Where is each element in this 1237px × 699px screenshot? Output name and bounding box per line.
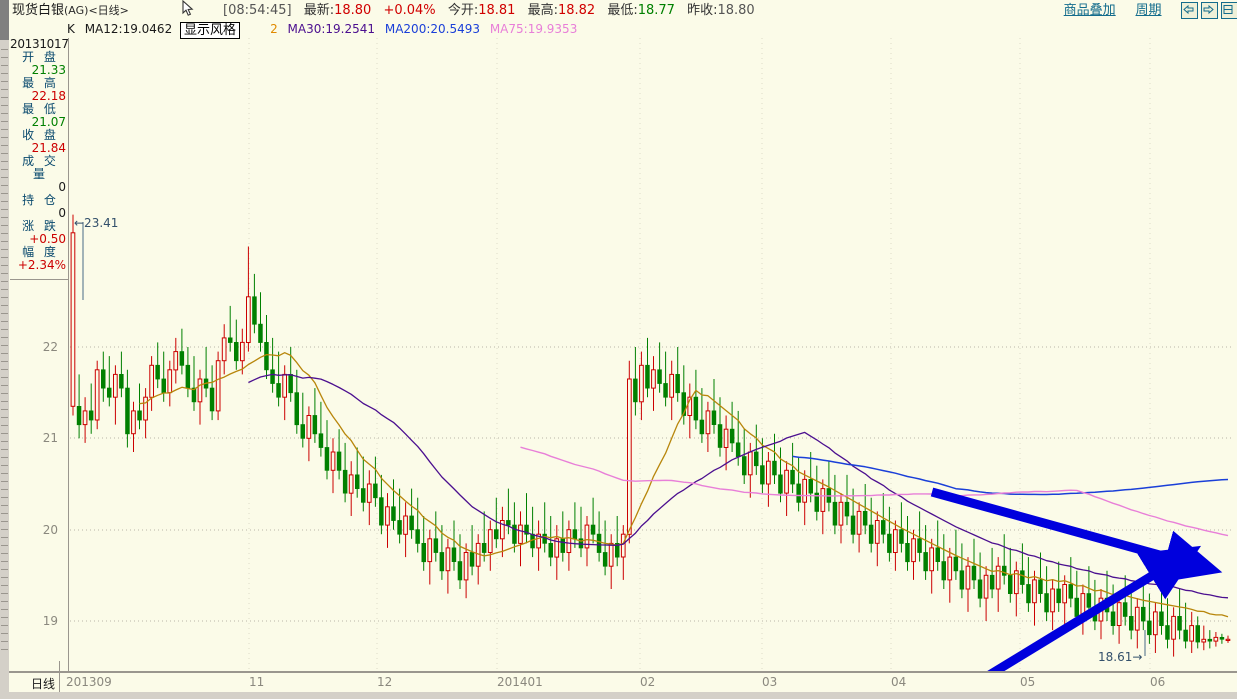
legend-ma5: 2 [270, 22, 278, 36]
change-pct: +0.04% [383, 3, 436, 18]
info-label: 最 低 [22, 102, 59, 116]
symbol-period: <日线> [88, 4, 129, 17]
info-value: 0 [58, 206, 66, 220]
legend-ma200: MA200:20.5493 [384, 22, 480, 36]
symbol-name: 现货白银 [12, 3, 65, 18]
scrollbar-thumb[interactable] [0, 0, 9, 40]
y-tick-label: 22 [42, 340, 58, 354]
bottom-strip [0, 692, 1237, 699]
open-value: 18.81 [478, 3, 516, 18]
y-tick-label: 19 [42, 614, 58, 628]
x-axis-line [9, 671, 1237, 672]
symbol-code: (AG) [64, 4, 89, 17]
info-value: 21.33 [31, 63, 66, 77]
x-tick-label: 12 [377, 675, 393, 689]
ohlc-info-panel: 20131017 开 盘 21.33 最 高 22.18 最 低 21.07 收 盘 21.8… [10, 38, 69, 278]
legend-k: K [67, 22, 75, 36]
price-axis-line [68, 38, 69, 672]
info-label: 开 盘 [22, 50, 59, 64]
prevclose-value: 18.80 [717, 3, 755, 18]
x-tick-label: 201401 [497, 675, 543, 689]
info-row: 最 高 22.18 [10, 77, 68, 103]
info-label: 成 交 量 [22, 154, 59, 181]
info-label: 幅 度 [22, 245, 59, 259]
x-tick-label: 201309 [66, 675, 112, 689]
quote-header: 现货白银(AG)<日线> [08:54:45] 最新:18.80 +0.04% … [9, 0, 1237, 21]
ma-legend: K MA12:19.0462 MA1 2 MA30:19.2541 MA200:… [9, 21, 1237, 38]
info-label: 最 高 [22, 76, 59, 90]
arrow-right-icon[interactable] [1201, 2, 1219, 19]
legend-ma30: MA30:19.2541 [287, 22, 376, 36]
low-label: 最低: [607, 3, 638, 18]
info-row: 开 盘 21.33 [10, 51, 68, 77]
info-value: 0 [58, 180, 66, 194]
header-toolbar: 商品叠加 周期 [1064, 0, 1237, 21]
y-tick-label: 20 [42, 523, 58, 537]
axis-separator [59, 661, 60, 692]
x-tick-label: 06 [1150, 675, 1166, 689]
info-row: 幅 度 +2.34% [10, 246, 68, 272]
period-label: 日线 [31, 677, 56, 691]
arrow-left-icon[interactable] [1181, 2, 1199, 19]
chart-plot-area[interactable] [9, 38, 1237, 672]
x-tick-label: 05 [1020, 675, 1036, 689]
time-axis: 日线 201309 11 12 201401 02 03 04 05 06 [9, 661, 1237, 693]
high-value: 18.82 [557, 3, 596, 18]
info-value: 21.07 [31, 115, 66, 129]
annotation-low: 18.61→ [1098, 650, 1143, 664]
quote-time: [08:54:45] [223, 3, 292, 18]
scrollbar-ticks [0, 42, 9, 682]
info-label: 持 仓 [22, 193, 59, 207]
info-row: 最 低 21.07 [10, 103, 68, 129]
info-value: 22.18 [31, 89, 66, 103]
bar-right-icon[interactable] [1221, 2, 1237, 19]
annotation-high: ←23.41 [74, 216, 119, 230]
x-tick-label: 02 [640, 675, 656, 689]
info-label: 收 盘 [22, 128, 59, 142]
info-value: +2.34% [17, 258, 66, 272]
open-label: 今开: [447, 3, 479, 18]
y-tick-label: 21 [42, 431, 58, 445]
info-date: 20131017 [10, 37, 69, 51]
last-label: 最新: [303, 3, 335, 18]
legend-ma12: MA12:19.0462 [84, 22, 173, 36]
info-panel-divider [10, 279, 68, 280]
high-label: 最高: [527, 3, 558, 18]
x-tick-label: 11 [249, 675, 265, 689]
period-link[interactable]: 周期 [1135, 3, 1162, 18]
x-tick-label: 04 [891, 675, 907, 689]
info-value: +0.50 [29, 232, 66, 246]
info-label: 涨 跌 [22, 219, 59, 233]
x-tick-label: 03 [762, 675, 778, 689]
style-tooltip: 显示风格 [180, 22, 241, 39]
last-value: 18.80 [334, 3, 372, 18]
info-value: 21.84 [31, 141, 66, 155]
info-row: 涨 跌 +0.50 [10, 220, 68, 246]
legend-ma75: MA75:19.9353 [489, 22, 578, 36]
info-row: 收 盘 21.84 [10, 129, 68, 155]
overlay-link[interactable]: 商品叠加 [1063, 3, 1116, 18]
low-value: 18.77 [637, 3, 675, 18]
prevclose-label: 昨收: [687, 3, 718, 18]
candlestick-canvas [70, 38, 1231, 672]
